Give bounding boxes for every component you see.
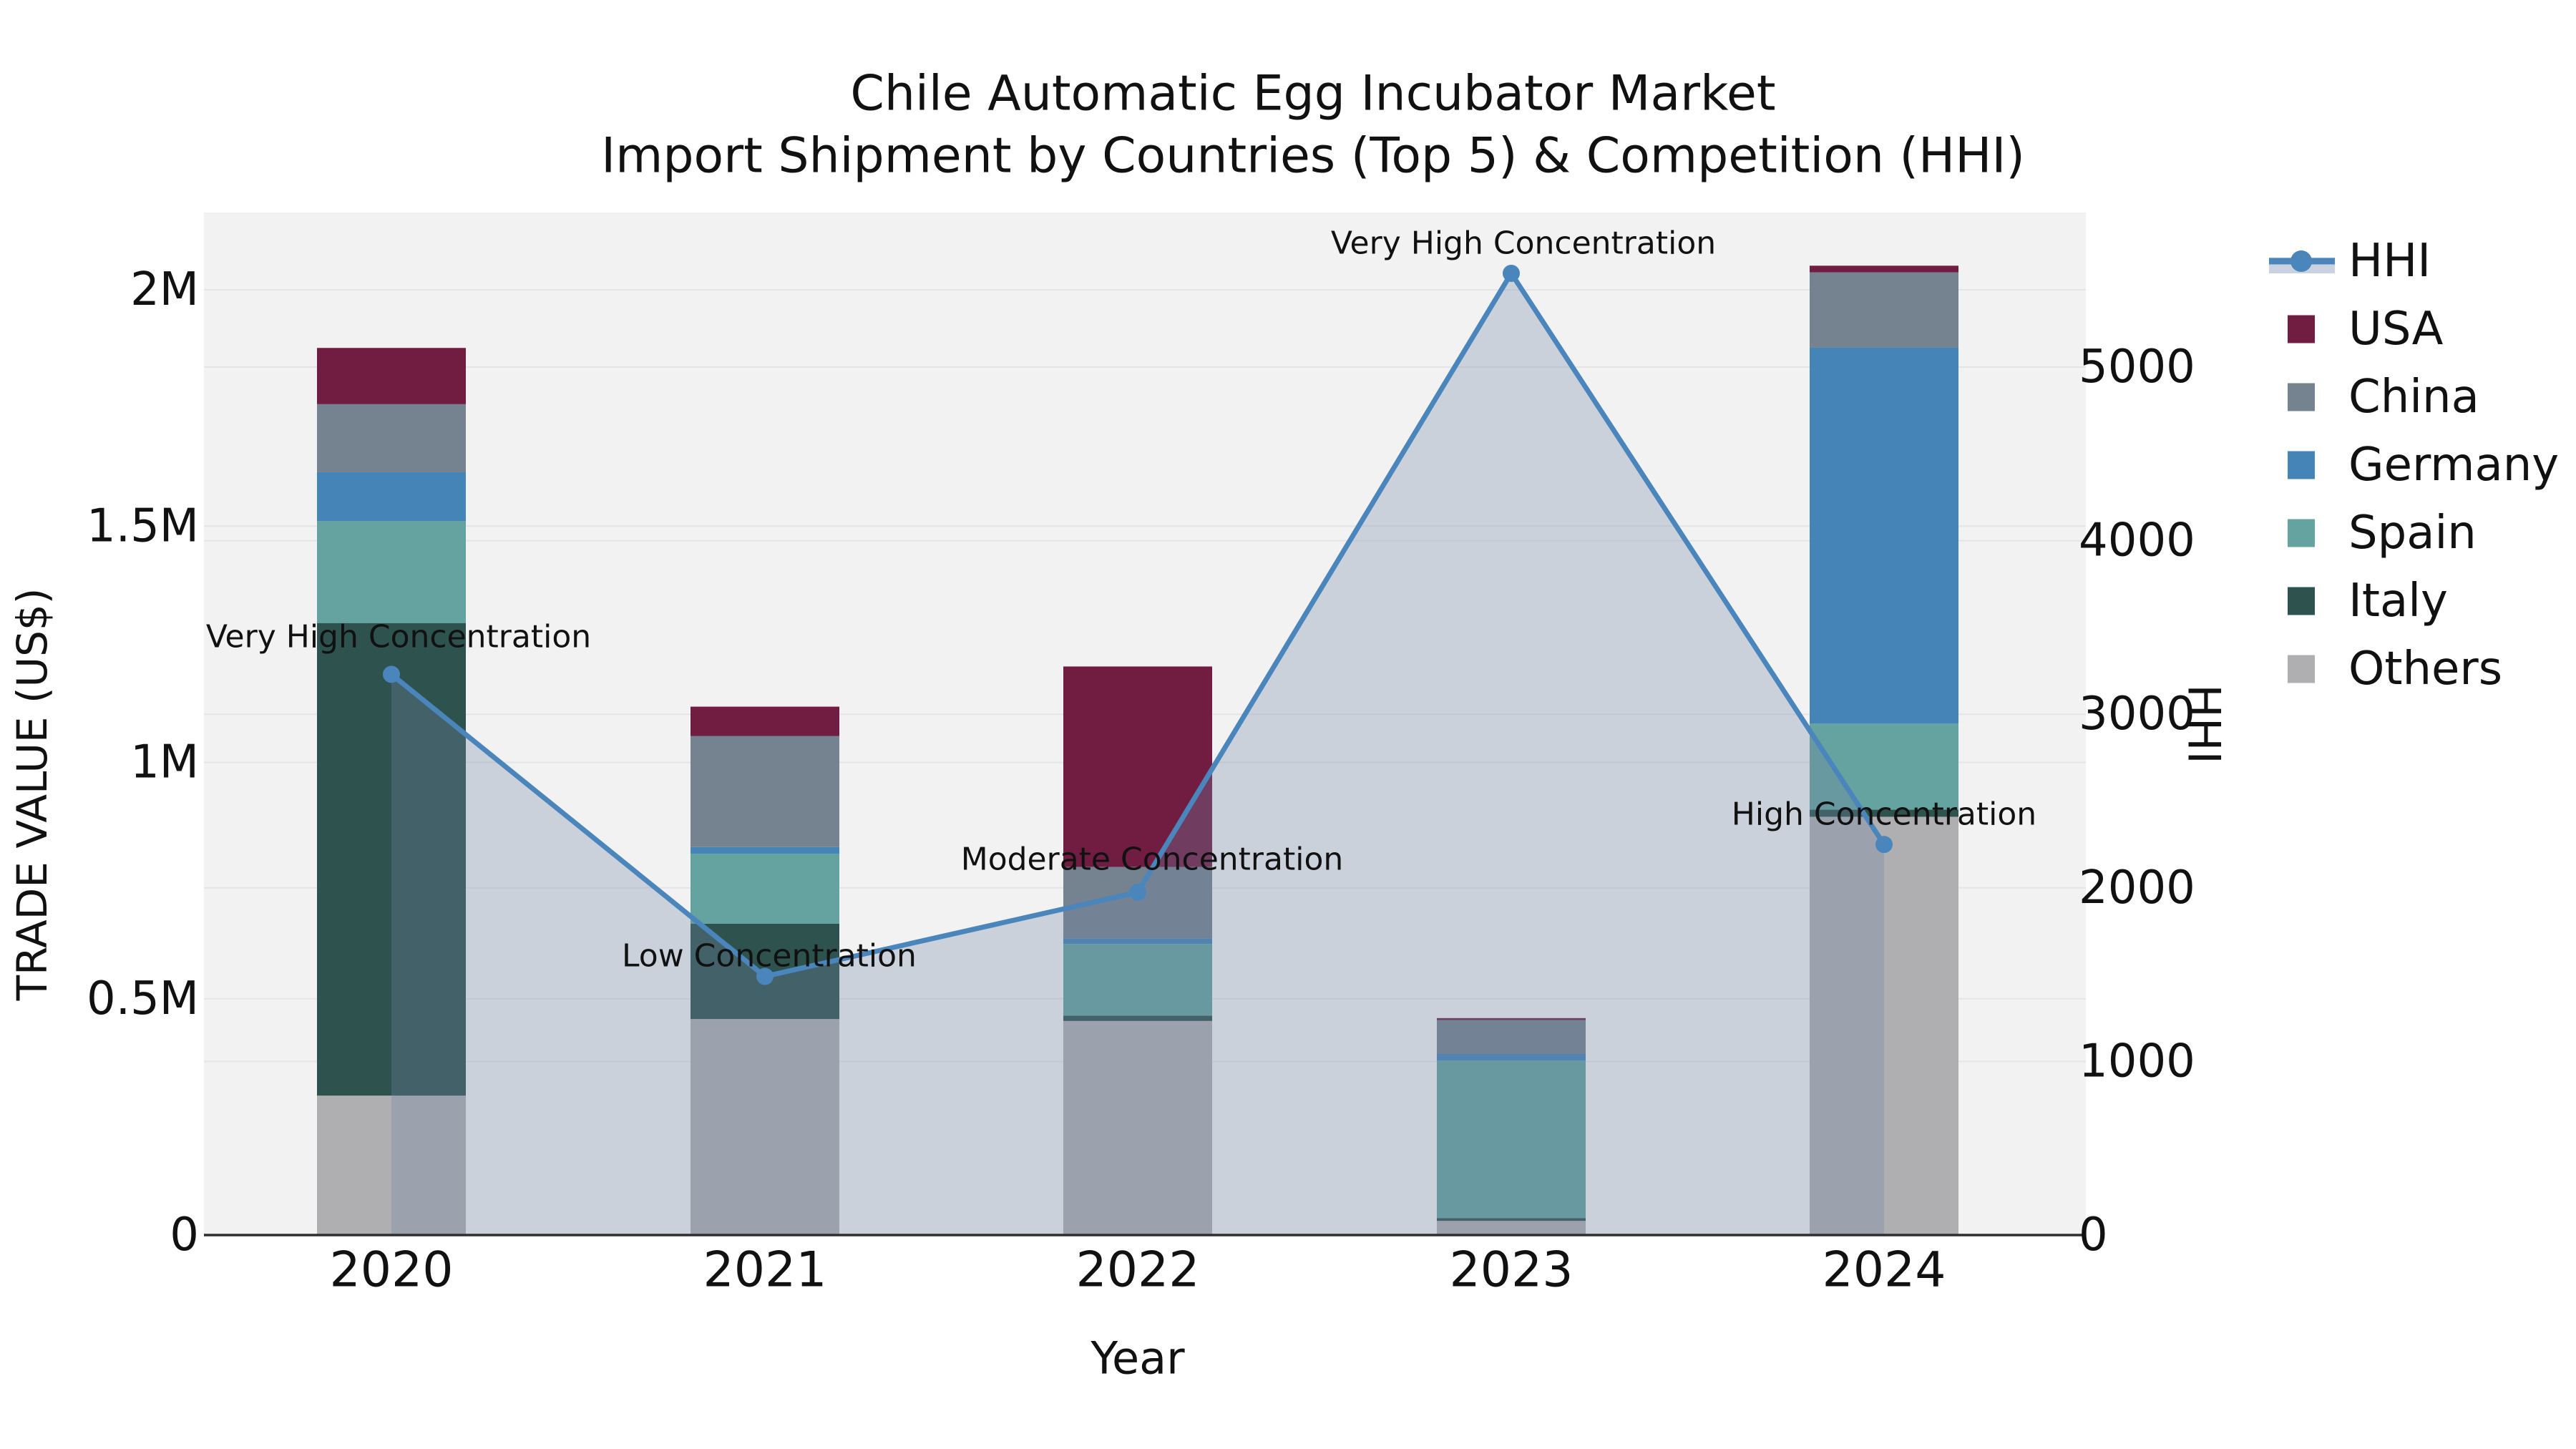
bar-segment-2020-spain	[317, 520, 466, 623]
right-tick-2000: 2000	[2079, 862, 2195, 914]
right-tick-4000: 4000	[2079, 514, 2195, 567]
chart-title-line2: Import Shipment by Countries (Top 5) & C…	[601, 128, 2025, 185]
bar-segment-2021-others	[691, 1019, 839, 1235]
annotation-0: Very High Concentration	[206, 619, 591, 655]
left-tick-0.5M: 0.5M	[87, 972, 199, 1025]
bar-segment-2024-italy	[1810, 809, 1958, 817]
x-tick-2022: 2022	[1075, 1242, 1199, 1299]
legend-swatch-others	[2288, 655, 2315, 683]
legend-label-spain: Spain	[2348, 507, 2477, 560]
legend-swatch-italy	[2288, 587, 2315, 615]
hhi-marker-2023	[1503, 264, 1520, 282]
legend-label-italy: Italy	[2348, 575, 2448, 628]
bar-segment-2024-china	[1810, 272, 1958, 348]
bar-segment-2024-others	[1810, 816, 1958, 1235]
right-tick-3000: 3000	[2079, 688, 2195, 741]
bar-segment-2024-usa	[1810, 265, 1958, 273]
legend-swatch-spain	[2288, 519, 2315, 547]
bar-segment-2021-usa	[691, 706, 839, 736]
legend-label-usa: USA	[2348, 303, 2444, 356]
annotation-1: Low Concentration	[622, 938, 917, 975]
left-tick-1M: 1M	[130, 736, 199, 789]
hhi-marker-2024	[1875, 836, 1893, 854]
legend-swatch-germany	[2288, 451, 2315, 479]
annotation-2: Moderate Concentration	[961, 841, 1344, 878]
right-tick-1000: 1000	[2079, 1035, 2195, 1088]
bar-segment-2022-usa	[1063, 666, 1212, 867]
legend-swatch-china	[2288, 383, 2315, 411]
hhi-marker-2020	[383, 665, 400, 683]
bar-segment-2023-china	[1437, 1020, 1586, 1055]
bar-segment-2023-others	[1437, 1221, 1586, 1235]
bar-segment-2023-usa	[1437, 1018, 1586, 1020]
x-tick-2023: 2023	[1449, 1242, 1573, 1299]
bar-segment-2023-germany	[1437, 1054, 1586, 1061]
bar-segment-2021-germany	[691, 847, 839, 854]
annotation-4: High Concentration	[1732, 796, 2036, 833]
bar-segment-2024-germany	[1810, 347, 1958, 724]
bar-segment-2020-germany	[317, 472, 466, 521]
bar-segment-2020-china	[317, 404, 466, 472]
hhi-marker-2022	[1129, 883, 1146, 901]
right-tick-0: 0	[2079, 1209, 2108, 1262]
bar-segment-2022-spain	[1063, 944, 1212, 1016]
legend-label-others: Others	[2348, 643, 2502, 696]
right-tick-5000: 5000	[2079, 341, 2195, 394]
bar-segment-2022-others	[1063, 1020, 1212, 1235]
x-tick-2021: 2021	[703, 1242, 826, 1299]
left-tick-0: 0	[170, 1209, 199, 1262]
x-tick-2024: 2024	[1822, 1242, 1946, 1299]
hhi-area	[391, 273, 1884, 1236]
legend-hhi-marker	[2290, 250, 2312, 272]
bar-segment-2023-spain	[1437, 1060, 1586, 1219]
y-axis-label-left: TRADE VALUE (US$)	[8, 588, 57, 1002]
bar-segment-2020-italy	[317, 623, 466, 1096]
annotation-3: Very High Concentration	[1331, 225, 1716, 262]
left-tick-1.5M: 1.5M	[87, 499, 199, 552]
x-tick-2020: 2020	[329, 1242, 453, 1299]
bar-segment-2022-italy	[1063, 1015, 1212, 1021]
bar-segment-2022-germany	[1063, 938, 1212, 945]
y-axis-label-right: HHI	[2178, 684, 2230, 764]
chart-title-line1: Chile Automatic Egg Incubator Market	[850, 66, 1775, 122]
legend-label-china: China	[2348, 371, 2479, 424]
legend-swatch-usa	[2288, 315, 2315, 343]
bar-segment-2020-usa	[317, 348, 466, 404]
left-tick-2M: 2M	[130, 263, 199, 316]
x-axis-label: Year	[1090, 1332, 1185, 1385]
bar-segment-2021-china	[691, 736, 839, 847]
hhi-marker-2021	[756, 967, 774, 985]
legend-label-germany: Germany	[2348, 439, 2559, 492]
bar-segment-2023-italy	[1437, 1218, 1586, 1221]
bar-segment-2021-spain	[691, 853, 839, 924]
legend-label-hhi: HHI	[2348, 235, 2431, 288]
bar-segment-2020-others	[317, 1096, 466, 1235]
